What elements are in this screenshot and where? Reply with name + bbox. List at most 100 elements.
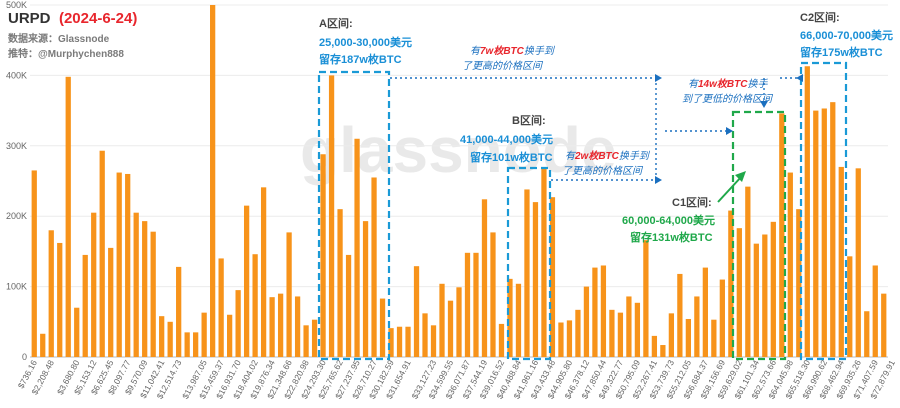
bar [235, 290, 241, 357]
bar [524, 189, 530, 357]
grid-lines [30, 4, 888, 358]
chart-title-line: URPD (2024-6-24) [8, 10, 137, 27]
bar [210, 5, 216, 357]
bar [65, 76, 71, 358]
y-tick-label: 100K [6, 282, 27, 292]
bar [269, 297, 275, 357]
bar [456, 287, 462, 357]
bar [311, 319, 318, 357]
zone-b-holding: 留存101w枚BTC [470, 150, 553, 164]
bar [303, 325, 309, 357]
bar [609, 309, 615, 357]
bar [159, 316, 165, 357]
arrow-c1-green [717, 175, 743, 203]
arrowhead-b [655, 176, 662, 184]
bar [388, 328, 394, 357]
chart-title: URPD [8, 10, 51, 27]
bar [855, 168, 861, 357]
chart-date: (2024-6-24) [59, 10, 137, 27]
bar [91, 212, 97, 357]
bar [745, 186, 751, 357]
bar [668, 313, 675, 357]
zone-c2-box [799, 61, 848, 361]
x-axis: $736.16$2,208.48$3,680.80$5,153.12$6,625… [16, 358, 897, 400]
bar [787, 172, 793, 357]
bar [481, 199, 488, 357]
annotation-c2-line2: 到了更低的价格区间 [682, 93, 774, 105]
data-source: 数据来源：Glassnode [8, 32, 110, 45]
bar [575, 309, 581, 357]
y-tick-label: 200K [6, 211, 27, 221]
zone-a-box [317, 70, 391, 361]
bar [447, 300, 454, 357]
arrowhead-c1-green [735, 171, 746, 182]
bar [779, 113, 785, 357]
zone-a-name: A区间: [319, 17, 353, 30]
bar [218, 258, 224, 357]
bar [150, 231, 156, 357]
bar [439, 283, 445, 357]
bar [507, 278, 513, 357]
bar [660, 345, 666, 357]
bar [762, 234, 768, 357]
bar [277, 293, 284, 357]
bar [490, 232, 496, 357]
bar [634, 302, 641, 357]
bar [549, 197, 556, 357]
bar [99, 150, 105, 357]
bar [31, 170, 37, 357]
zone-c1-holding: 留存131w枚BTC [630, 230, 713, 244]
arrowhead-c1 [726, 127, 733, 135]
bar [694, 296, 700, 357]
bar [753, 243, 759, 357]
annotation-a-line1: 有7w枚BTC换手到 [470, 45, 556, 57]
bar [320, 154, 326, 357]
bar [498, 323, 505, 357]
bar [626, 296, 632, 357]
bar [804, 66, 810, 358]
bar [108, 247, 114, 357]
bar [736, 228, 742, 357]
bar [651, 335, 658, 357]
zone-b-name: B区间: [512, 114, 546, 127]
bar [473, 252, 479, 357]
bar [82, 254, 88, 357]
bar [566, 320, 573, 357]
bar [201, 312, 207, 357]
bar [354, 138, 360, 357]
bar [243, 205, 250, 357]
bar [685, 318, 691, 357]
bar [422, 313, 428, 357]
annotation-b-line1: 有2w枚BTC换手到 [565, 150, 651, 162]
bar [167, 321, 173, 357]
annotation-b-line2: 了更高的价格区间 [562, 165, 644, 177]
bar [362, 221, 369, 357]
bar [728, 210, 734, 357]
bar [371, 177, 377, 357]
bar [430, 325, 437, 357]
bar [702, 267, 708, 357]
zone-b-box [506, 166, 552, 361]
bar [193, 332, 199, 357]
bar [286, 232, 292, 357]
zone-c2-name: C2区间: [800, 11, 840, 24]
bar [405, 326, 411, 357]
arrowhead-c2-down [760, 101, 768, 108]
bar [294, 296, 301, 357]
arrowhead-c2 [796, 74, 803, 82]
zone-c2-holding: 留存175w枚BTC [800, 45, 883, 59]
zone-a-holding: 留存187w枚BTC [319, 52, 402, 66]
bar [796, 209, 802, 357]
bar [227, 314, 233, 357]
bar [617, 312, 624, 357]
bar [847, 256, 853, 357]
bar [184, 332, 190, 357]
bar [830, 102, 836, 357]
bar [677, 273, 683, 357]
zone-c2-range: 66,000-70,000美元 [800, 28, 893, 42]
bar [821, 108, 827, 357]
bar [328, 75, 335, 358]
zone-c1-name: C1区间: [672, 196, 712, 209]
bar [838, 166, 844, 357]
